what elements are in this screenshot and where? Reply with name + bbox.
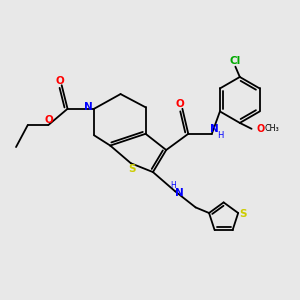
Text: Cl: Cl — [230, 56, 241, 66]
Text: N: N — [210, 124, 219, 134]
Text: O: O — [56, 76, 64, 86]
Text: H: H — [171, 181, 176, 190]
Text: O: O — [256, 124, 265, 134]
Text: H: H — [218, 131, 224, 140]
Text: S: S — [240, 209, 247, 220]
Text: O: O — [44, 115, 53, 125]
Text: S: S — [129, 164, 136, 173]
Text: CH₃: CH₃ — [265, 124, 280, 133]
Text: O: O — [175, 99, 184, 110]
Text: N: N — [175, 188, 184, 198]
Text: N: N — [84, 102, 93, 112]
